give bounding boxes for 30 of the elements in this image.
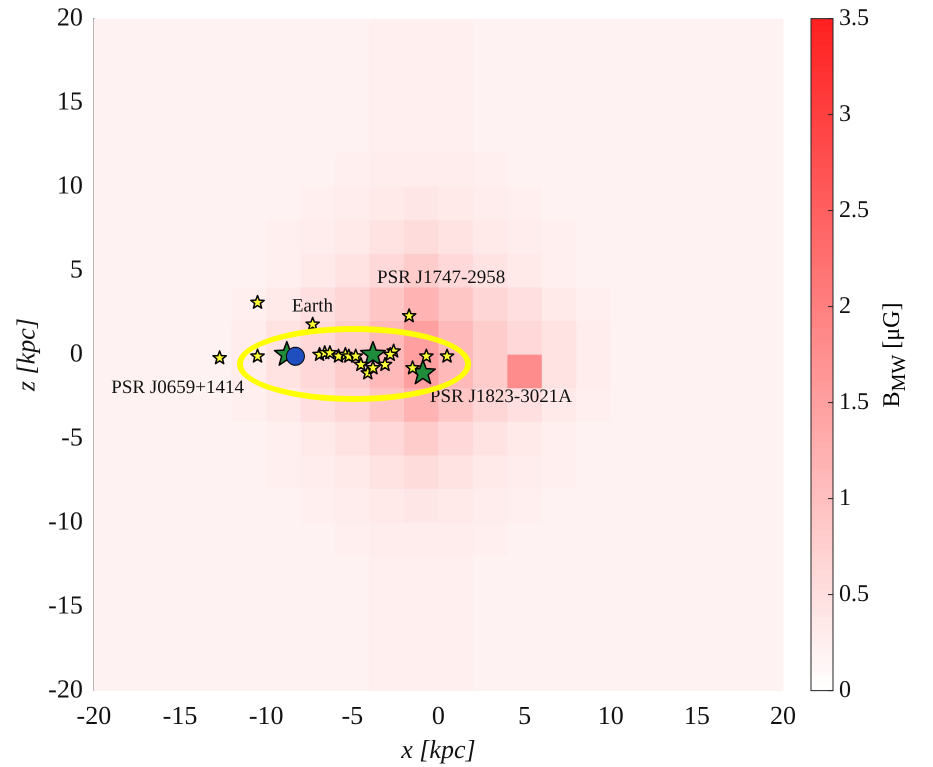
y-tick-label: 0: [70, 338, 83, 368]
y-axis-title: z [kpc]: [11, 318, 40, 392]
x-axis-title: x [kpc]: [400, 735, 476, 764]
x-tick-label: 0: [432, 701, 445, 730]
y-tick-label: -10: [48, 506, 83, 536]
color-bar-label: 0: [839, 676, 851, 703]
annotation: PSR J1747-2958: [377, 266, 506, 288]
x-tick-label: -5: [341, 701, 364, 730]
x-tick-label: 10: [598, 701, 624, 730]
color-bar-label: 1.5: [839, 388, 869, 415]
y-tick-label: -15: [48, 590, 83, 620]
y-tick-label: 20: [56, 2, 83, 32]
annotation: PSR J0659+1414: [111, 376, 244, 398]
annotation: Earth: [292, 295, 334, 316]
color-bar-label: 3.5: [839, 4, 869, 31]
y-tick-label: -5: [61, 422, 83, 452]
y-tick-label: 15: [56, 86, 83, 116]
color-bar-label: 2.5: [839, 196, 869, 223]
y-tick-label: -20: [48, 674, 83, 704]
x-tick-label: 15: [684, 701, 710, 730]
x-tick-label: 20: [770, 701, 796, 730]
y-tick-label: 10: [56, 170, 83, 200]
color-bar-label: 1: [839, 484, 851, 511]
x-tick-label: -10: [248, 701, 284, 730]
x-tick-label: -15: [162, 701, 198, 730]
color-bar-label: 2: [839, 292, 851, 319]
x-tick-label: 5: [518, 701, 532, 730]
color-bar-label: 3: [839, 100, 851, 127]
color-bar-label: 0.5: [839, 580, 869, 607]
y-tick-label: 5: [70, 254, 83, 284]
